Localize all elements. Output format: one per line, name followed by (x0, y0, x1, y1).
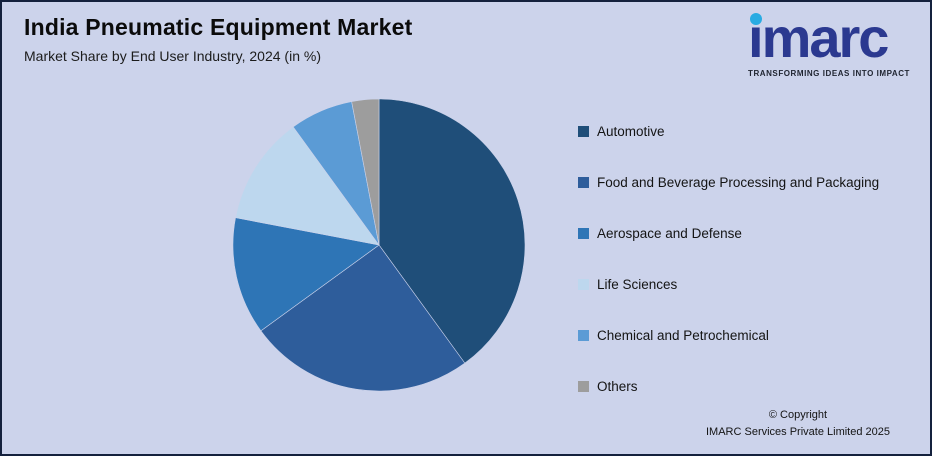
legend-item: Others (578, 378, 879, 394)
legend-swatch (578, 176, 589, 188)
legend-item: Chemical and Petrochemical (578, 327, 879, 343)
legend-label: Life Sciences (597, 276, 678, 292)
copyright: © Copyright IMARC Services Private Limit… (706, 407, 890, 442)
legend-swatch (578, 278, 589, 290)
copyright-line2: IMARC Services Private Limited 2025 (705, 426, 890, 439)
imarc-tagline: TRANSFORMING IDEAS INTO IMPACT (748, 69, 910, 78)
pie-slice-others (351, 98, 380, 246)
legend-item: Food and Beverage Processing and Packagi… (578, 174, 879, 190)
pie-slice-food-and-beverage-processing-and-packaging (260, 244, 466, 392)
legend-item: Aerospace and Defense (578, 225, 879, 241)
legend-swatch (578, 125, 589, 137)
pie-slice-life-sciences (235, 126, 380, 246)
legend-swatch (578, 227, 589, 239)
legend: Automotive Food and Beverage Processing a… (578, 123, 879, 394)
copyright-line1: © Copyright (768, 408, 828, 421)
page-subtitle: Market Share by End User Industry, 2024 … (24, 48, 321, 64)
imarc-wordmark: ımarc (748, 6, 889, 69)
legend-swatch (578, 380, 589, 392)
legend-label: Food and Beverage Processing and Packagi… (597, 174, 880, 190)
imarc-wordmark-wrap: ımarc (748, 10, 889, 66)
legend-label: Aerospace and Defense (597, 225, 742, 241)
legend-label: Chemical and Petrochemical (597, 327, 769, 343)
pie-slice-automotive (378, 98, 526, 364)
legend-item: Life Sciences (578, 276, 879, 292)
legend-label: Automotive (597, 123, 665, 139)
header: India Pneumatic Equipment Market Market … (24, 14, 413, 64)
legend-label: Others (597, 378, 638, 394)
imarc-logo-dot-icon (750, 13, 763, 25)
pie-slice-aerospace-and-defense (232, 217, 380, 332)
legend-item: Automotive (578, 123, 879, 139)
imarc-logo: ımarc TRANSFORMING IDEAS INTO IMPACT (748, 10, 910, 79)
legend-swatch (578, 329, 589, 341)
pie-chart (232, 98, 526, 392)
page-title: India Pneumatic Equipment Market (24, 14, 413, 40)
